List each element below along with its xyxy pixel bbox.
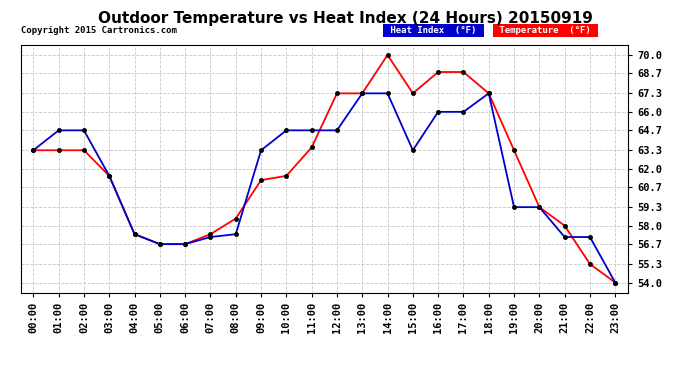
Text: Copyright 2015 Cartronics.com: Copyright 2015 Cartronics.com <box>21 26 177 35</box>
Text: Outdoor Temperature vs Heat Index (24 Hours) 20150919: Outdoor Temperature vs Heat Index (24 Ho… <box>97 11 593 26</box>
Text: Temperature  (°F): Temperature (°F) <box>494 26 596 35</box>
Text: Heat Index  (°F): Heat Index (°F) <box>385 26 482 35</box>
